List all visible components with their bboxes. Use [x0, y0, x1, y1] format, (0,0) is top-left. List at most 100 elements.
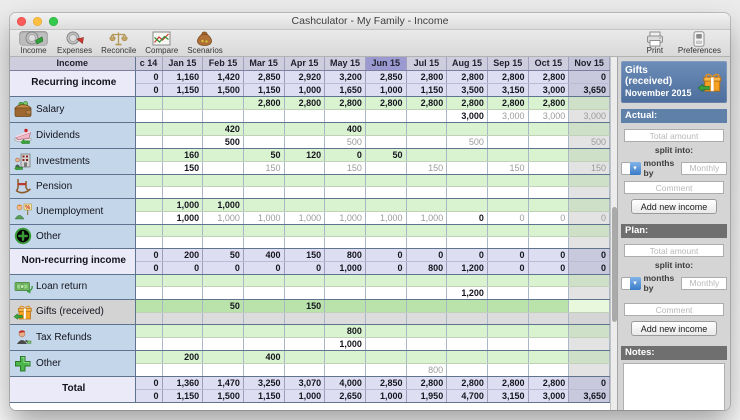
grid-cell[interactable]	[406, 274, 448, 287]
grid-cell[interactable]	[568, 96, 610, 110]
grid-cell[interactable]	[528, 161, 570, 175]
grid-cell[interactable]	[324, 274, 366, 287]
toolbar-button-compare[interactable]: Compare	[145, 31, 178, 55]
grid-cell[interactable]: 1,500	[202, 83, 244, 97]
grid-cell[interactable]: 1,000	[162, 198, 204, 212]
grid-cell[interactable]	[284, 236, 326, 249]
grid-cell[interactable]	[528, 135, 570, 149]
grid-cell[interactable]	[487, 350, 529, 364]
grid-cell[interactable]	[446, 198, 488, 212]
grid-cell[interactable]	[284, 324, 326, 338]
row-label-other[interactable]: Other	[10, 350, 136, 377]
grid-cell[interactable]	[243, 186, 285, 199]
grid-cell[interactable]: 0	[284, 261, 326, 275]
grid-cell[interactable]	[568, 363, 610, 377]
grid-cell[interactable]: 2,800	[446, 376, 488, 390]
scrollbar-thumb[interactable]	[612, 207, 617, 322]
grid-cell[interactable]: 2,800	[365, 96, 407, 110]
row-label-dividends[interactable]: Dividends	[10, 122, 136, 149]
grid-cell[interactable]	[284, 363, 326, 377]
grid-cell[interactable]	[528, 148, 570, 162]
grid-cell[interactable]: 0	[446, 248, 488, 262]
grid-cell[interactable]	[365, 109, 407, 123]
column-header-c-14[interactable]: c 14	[135, 57, 163, 71]
toolbar-button-reconcile[interactable]: Reconcile	[101, 31, 136, 55]
plan-total-amount-input[interactable]	[624, 244, 724, 257]
grid-cell[interactable]: 0	[487, 211, 529, 225]
grid-cell[interactable]	[568, 350, 610, 364]
grid-cell[interactable]: 150	[324, 161, 366, 175]
grid-cell[interactable]: 3,200	[324, 70, 366, 84]
grid-cell[interactable]	[243, 286, 285, 300]
grid-cell[interactable]: 0	[487, 248, 529, 262]
column-header-nov-15[interactable]: Nov 15	[568, 57, 610, 71]
column-header-aug-15[interactable]: Aug 15	[446, 57, 488, 71]
grid-cell[interactable]	[528, 174, 570, 187]
grid-cell[interactable]	[135, 312, 163, 325]
grid-cell[interactable]: 1,650	[324, 83, 366, 97]
grid-cell[interactable]: 1,000	[162, 211, 204, 225]
grid-cell[interactable]: 1,200	[446, 286, 488, 300]
grid-cell[interactable]: 1,160	[162, 70, 204, 84]
grid-cell[interactable]: 2,800	[446, 70, 488, 84]
plan-comment-input[interactable]	[624, 303, 724, 316]
grid-cell[interactable]	[528, 324, 570, 338]
grid-cell[interactable]: 1,000	[202, 198, 244, 212]
grid-cell[interactable]: 0	[568, 376, 610, 390]
grid-cell[interactable]	[568, 236, 610, 249]
grid-cell[interactable]	[162, 224, 204, 237]
grid-cell[interactable]	[528, 350, 570, 364]
grid-cell[interactable]: 1,000	[284, 211, 326, 225]
grid-cell[interactable]	[284, 274, 326, 287]
grid-cell[interactable]: 1,150	[243, 389, 285, 403]
grid-cell[interactable]: 1,000	[365, 389, 407, 403]
grid-cell[interactable]: 1,000	[284, 83, 326, 97]
grid-cell[interactable]: 1,000	[365, 211, 407, 225]
grid-cell[interactable]	[202, 286, 244, 300]
grid-cell[interactable]	[162, 312, 204, 325]
grid-cell[interactable]: 4,700	[446, 389, 488, 403]
grid-cell[interactable]	[406, 109, 448, 123]
grid-cell[interactable]: 800	[406, 363, 448, 377]
grid-cell[interactable]	[406, 224, 448, 237]
grid-cell[interactable]	[202, 350, 244, 364]
grid-cell[interactable]	[365, 299, 407, 313]
grid-cell[interactable]	[487, 236, 529, 249]
grid-cell[interactable]	[528, 363, 570, 377]
grid-cell[interactable]	[568, 122, 610, 136]
column-header-apr-15[interactable]: Apr 15	[284, 57, 326, 71]
grid-cell[interactable]	[487, 337, 529, 351]
grid-cell[interactable]	[202, 96, 244, 110]
row-label-recurring-income[interactable]: Recurring income	[10, 70, 136, 97]
grid-cell[interactable]	[135, 135, 163, 149]
minimize-button[interactable]	[33, 16, 42, 26]
grid-cell[interactable]	[284, 224, 326, 237]
grid-cell[interactable]: 3,000	[487, 109, 529, 123]
grid-cell[interactable]	[162, 299, 204, 313]
grid-cell[interactable]	[324, 363, 366, 377]
grid-cell[interactable]: 3,650	[568, 389, 610, 403]
row-label-non-recurring-income[interactable]: Non-recurring income	[10, 248, 136, 275]
toolbar-button-income[interactable]: Income	[19, 31, 48, 55]
grid-cell[interactable]	[365, 161, 407, 175]
grid-cell[interactable]	[202, 186, 244, 199]
grid-cell[interactable]	[243, 363, 285, 377]
grid-cell[interactable]: 150	[568, 161, 610, 175]
grid-cell[interactable]	[365, 236, 407, 249]
grid-cell[interactable]: 2,800	[487, 376, 529, 390]
grid-cell[interactable]	[365, 122, 407, 136]
grid-cell[interactable]: 400	[243, 350, 285, 364]
grid-cell[interactable]	[406, 337, 448, 351]
grid-cell[interactable]	[446, 186, 488, 199]
grid-cell[interactable]	[487, 148, 529, 162]
grid-cell[interactable]: 150	[243, 161, 285, 175]
grid-cell[interactable]: 50	[202, 248, 244, 262]
grid-cell[interactable]	[243, 135, 285, 149]
grid-cell[interactable]	[202, 312, 244, 325]
row-label-total[interactable]: Total	[10, 376, 136, 403]
grid-cell[interactable]	[568, 312, 610, 325]
grid-cell[interactable]: 1,000	[202, 211, 244, 225]
grid-cell[interactable]: 0	[135, 261, 163, 275]
grid-cell[interactable]	[243, 324, 285, 338]
grid-cell[interactable]	[243, 274, 285, 287]
